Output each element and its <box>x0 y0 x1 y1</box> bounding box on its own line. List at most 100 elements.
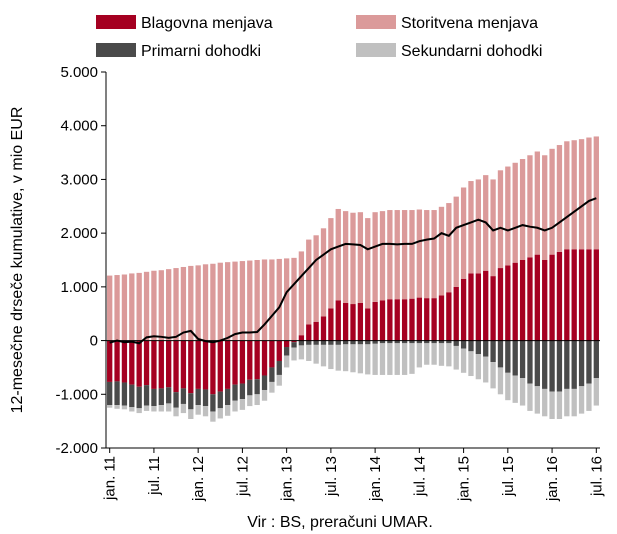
bar-segment <box>475 179 481 274</box>
bar-segment <box>254 260 260 341</box>
source-note: Vir : BS, preračuni UMAR. <box>247 514 433 531</box>
bar-segment <box>542 388 548 417</box>
bar-segment <box>166 340 172 388</box>
bar-segment <box>409 340 415 344</box>
bar-segment <box>247 395 253 407</box>
bar-segment <box>247 340 253 380</box>
bar-segment <box>313 340 319 345</box>
bar-segment <box>497 170 504 269</box>
bar-segment <box>210 394 216 412</box>
bar-segment <box>107 381 113 406</box>
bar-segment <box>232 261 238 341</box>
bar-segment <box>431 340 437 344</box>
bar-segment <box>313 344 319 364</box>
bar-segment <box>247 260 253 341</box>
bar-segment <box>350 212 356 305</box>
bar-segment <box>217 262 223 341</box>
bar-segment <box>342 344 349 372</box>
bar-segment <box>306 340 312 345</box>
legend-swatch <box>356 15 396 29</box>
bar-segment <box>394 340 400 344</box>
bar-segment <box>129 273 135 341</box>
bar-segment <box>313 321 319 341</box>
bar-segment <box>571 140 577 250</box>
bar-segment <box>166 403 172 412</box>
bar-segment <box>593 378 599 406</box>
bar-segment <box>497 268 504 341</box>
bar-segment <box>232 340 238 385</box>
bar-segment <box>188 340 194 394</box>
bar-segment <box>335 344 341 371</box>
bar-segment <box>556 251 563 341</box>
bar-segment <box>180 340 187 389</box>
x-tick-label: jan. 15 <box>456 456 473 502</box>
bar-segment <box>254 394 260 406</box>
bar-segment <box>335 300 341 341</box>
bar-segment <box>342 340 349 345</box>
bar-segment <box>195 388 201 406</box>
bar-segment <box>453 196 459 287</box>
bar-segment <box>468 273 474 341</box>
x-tick-label: jul. 16 <box>588 456 605 497</box>
bar-segment <box>121 382 128 406</box>
bar-segment <box>217 340 223 392</box>
bar-segment <box>593 136 599 250</box>
bar-segment <box>549 340 555 392</box>
bar-segment <box>556 391 563 419</box>
bar-segment <box>232 384 238 401</box>
line-layer <box>109 197 597 345</box>
bar-segment <box>578 249 585 341</box>
bar-segment <box>578 340 585 387</box>
bar-segment <box>283 258 290 341</box>
bar-segment <box>276 374 282 386</box>
x-tick-label: jan. 14 <box>367 456 384 502</box>
bar-segment <box>136 408 142 414</box>
bar-segment <box>490 179 496 277</box>
bar-segment <box>593 340 599 379</box>
bar-segment <box>151 270 157 341</box>
bar-segment <box>291 347 297 361</box>
bar-segment <box>438 343 445 366</box>
bar-segment <box>247 379 253 396</box>
bar-segment <box>269 367 275 382</box>
bar-segment <box>453 345 459 370</box>
bar-segment <box>519 340 526 379</box>
bar-segment <box>564 340 570 389</box>
bar-segment <box>379 340 386 344</box>
bar-segment <box>357 212 364 303</box>
bar-segment <box>180 403 187 414</box>
bar-segment <box>394 299 400 341</box>
bar-segment <box>549 391 555 419</box>
bar-segment <box>129 407 135 412</box>
bar-segment <box>519 159 526 260</box>
bar-segment <box>409 298 415 341</box>
bar-segment <box>401 343 408 375</box>
bar-segment <box>446 343 452 367</box>
bar-segment <box>497 367 504 395</box>
bar-segment <box>431 210 437 299</box>
bar-segment <box>365 218 371 309</box>
balance-line <box>109 197 597 345</box>
bar-segment <box>549 148 555 255</box>
bar-segment <box>173 392 179 408</box>
y-tick-label: 0 <box>90 333 98 350</box>
bar-segment <box>232 400 238 412</box>
bar-segment <box>424 298 430 341</box>
bar-segment <box>372 340 378 344</box>
bar-segment <box>394 210 400 300</box>
x-tick-label: jan. 11 <box>102 456 119 501</box>
bar-segment <box>166 387 172 404</box>
y-tick-label: 3.000 <box>60 171 98 188</box>
bar-segment <box>497 340 504 368</box>
bar-segment <box>202 340 209 390</box>
bar-segment <box>166 269 172 341</box>
bars-group <box>107 136 599 422</box>
bar-segment <box>350 304 356 341</box>
x-tick-label: jul. 13 <box>323 456 340 497</box>
bar-segment <box>173 407 179 417</box>
bar-segment <box>475 273 481 341</box>
bar-segment <box>505 372 511 401</box>
bar-segment <box>416 340 423 344</box>
